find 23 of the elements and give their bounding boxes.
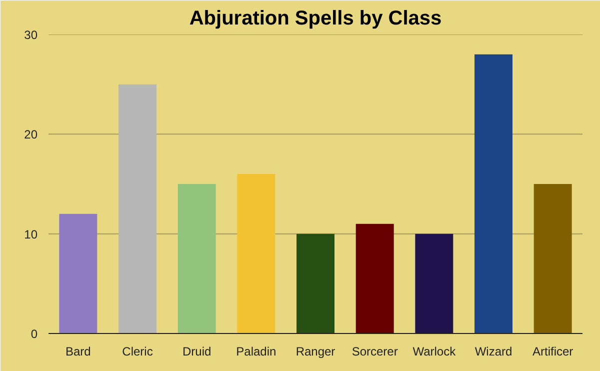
bar	[534, 184, 572, 334]
x-tick-label: Sorcerer	[352, 344, 398, 358]
bar	[415, 234, 454, 334]
bar	[474, 54, 512, 334]
x-tick-label: Artificer	[532, 344, 574, 358]
bar	[118, 84, 156, 334]
x-tick-label: Cleric	[122, 344, 153, 358]
y-tick-label: 0	[30, 327, 38, 341]
y-tick-label: 30	[24, 28, 38, 42]
x-tick-label: Bard	[65, 344, 91, 358]
bar	[59, 214, 98, 334]
chart-title: Abjuration Spells by Class	[189, 8, 442, 30]
bar	[178, 184, 216, 334]
x-tick-label: Druid	[182, 344, 212, 358]
bar	[356, 224, 394, 334]
bar	[296, 234, 334, 334]
y-tick-label: 10	[24, 227, 38, 242]
x-tick-label: Warlock	[412, 344, 457, 358]
x-tick-label: Ranger	[296, 344, 336, 358]
bar	[237, 174, 276, 334]
x-tick-label: Paladin	[236, 344, 276, 358]
x-tick-label: Wizard	[474, 344, 512, 358]
y-tick-label: 20	[24, 128, 38, 142]
